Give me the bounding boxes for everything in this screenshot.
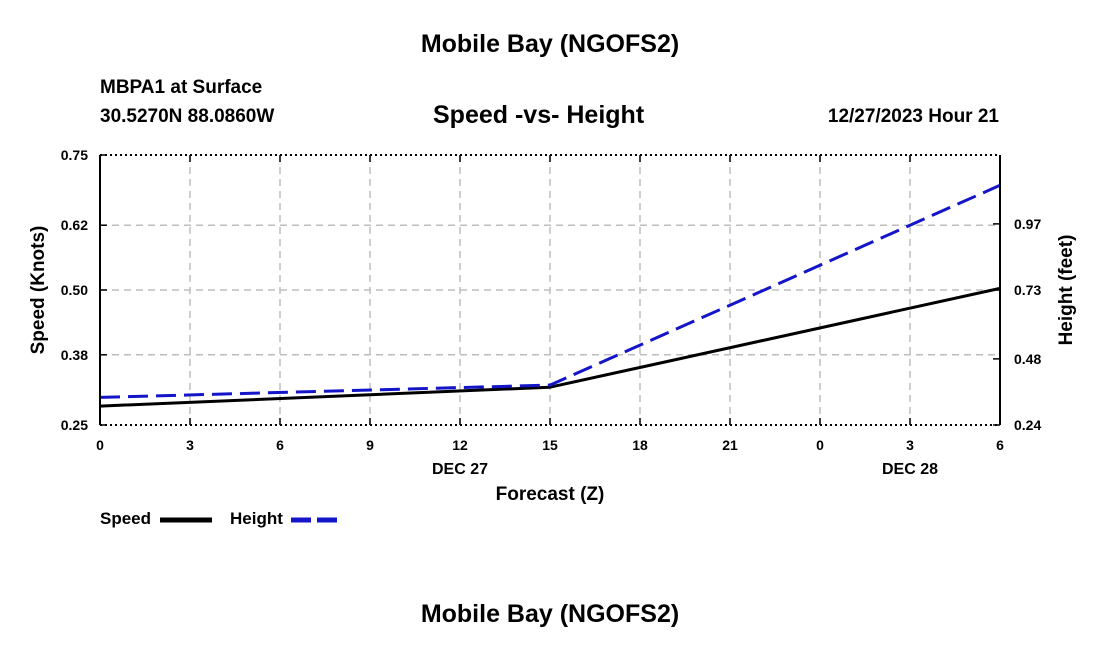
x-axis-title: Forecast (Z) bbox=[496, 484, 605, 505]
x-date-label: DEC 27 bbox=[432, 461, 488, 478]
x-tick-label: 15 bbox=[542, 437, 558, 453]
x-date-label: DEC 28 bbox=[882, 461, 938, 478]
y-tick-label-right: 0.24 bbox=[1014, 417, 1041, 433]
legend-speed-label: Speed bbox=[100, 509, 152, 528]
x-tick-label: 3 bbox=[186, 437, 194, 453]
series-line-speed bbox=[99, 286, 1001, 408]
chart-title: Speed -vs- Height bbox=[433, 101, 645, 129]
y-tick-label-right: 0.48 bbox=[1014, 351, 1041, 367]
y-tick-label-left: 0.62 bbox=[61, 217, 88, 233]
forecast-timestamp: 12/27/2023 Hour 21 bbox=[827, 106, 999, 127]
y-axis-title-left: Speed (Knots) bbox=[28, 226, 49, 355]
x-tick-label: 0 bbox=[816, 437, 824, 453]
y-tick-label-left: 0.75 bbox=[61, 147, 88, 163]
axis-text-layer: 0 3 6 9 12 15 18 21 0 3 6 DEC 27 DEC 28 Forecast (Z) 0… bbox=[28, 147, 1077, 505]
y-tick-label-right: 0.97 bbox=[1014, 216, 1041, 232]
series-layer bbox=[99, 183, 1001, 523]
x-tick-label: 21 bbox=[722, 437, 738, 453]
main-title: Mobile Bay (NGOFS2) bbox=[420, 30, 680, 58]
x-tick-label: 6 bbox=[276, 437, 284, 453]
footer-title: Mobile Bay (NGOFS2) bbox=[420, 600, 680, 628]
legend-height-label: Height bbox=[230, 509, 283, 528]
y-axis-title-right: Height (feet) bbox=[1056, 235, 1077, 346]
y-tick-label-left: 0.38 bbox=[61, 347, 88, 363]
x-tick-label: 12 bbox=[452, 437, 468, 453]
station-coords: 30.5270N 88.0860W bbox=[100, 106, 275, 127]
series-line-height bbox=[99, 183, 1001, 399]
frame-layer bbox=[99, 154, 1001, 426]
x-tick-label: 6 bbox=[996, 437, 1004, 453]
station-label: MBPA1 at Surface bbox=[100, 77, 263, 98]
y-tick-label-left: 0.25 bbox=[61, 417, 88, 433]
x-tick-label: 0 bbox=[96, 437, 104, 453]
y-tick-label-right: 0.73 bbox=[1014, 282, 1041, 298]
grid-layer bbox=[100, 155, 1000, 425]
x-tick-label: 9 bbox=[366, 437, 374, 453]
x-tick-label: 18 bbox=[632, 437, 648, 453]
y-tick-label-left: 0.50 bbox=[61, 282, 88, 298]
x-tick-label: 3 bbox=[906, 437, 914, 453]
